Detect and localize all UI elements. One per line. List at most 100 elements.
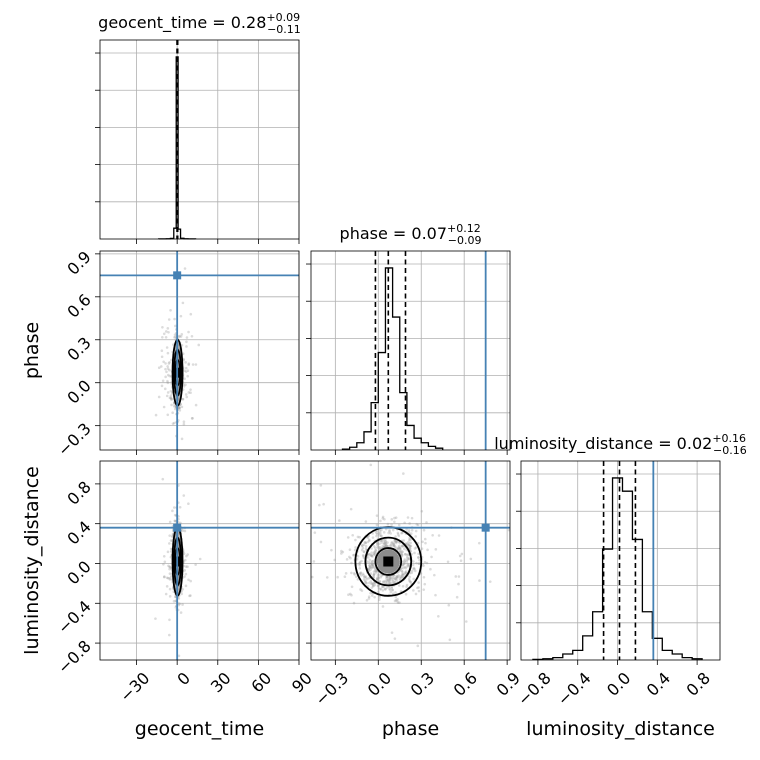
sample-point [412,560,415,563]
sample-point [388,577,392,581]
sample-point [371,560,374,563]
sample-point [385,544,388,548]
sample-point [396,575,400,578]
x-tick-label: 0 [173,668,194,689]
sample-point [408,580,412,584]
sample-point [401,584,405,588]
x-tick-label: 0.3 [407,668,438,699]
sample-point [179,335,183,338]
sample-point [426,548,429,552]
sample-point [360,544,364,548]
sample-point [351,533,355,537]
sample-point [162,555,166,558]
sample-point [375,577,379,581]
sample-point [423,560,427,564]
sample-point [183,529,187,533]
sample-point [169,389,173,393]
sample-point [369,591,372,595]
sample-point [437,534,441,537]
sample-point [370,582,373,586]
sample-point [167,633,171,637]
sample-point [370,563,374,567]
sample-point [377,577,380,580]
sample-point [177,406,181,409]
sample-point [362,578,366,581]
sample-point [416,644,420,648]
sample-point [172,405,176,408]
sample-point [422,528,426,532]
hist-title-phase: phase = 0.07+0.12 −0.09 [340,222,482,247]
sample-point [403,565,407,569]
x-tick-label: 0.6 [450,668,481,699]
sample-point [388,587,391,590]
sample-point [368,564,371,567]
sample-point [168,595,172,598]
sample-point [180,437,184,441]
sample-point [380,574,383,578]
sample-point [173,317,176,321]
sample-point [362,573,365,577]
sample-point [400,575,403,579]
sample-point [178,335,181,339]
sample-point [407,544,410,547]
sample-point [358,560,362,564]
x-tick-label: −0.8 [514,668,555,709]
sample-point [417,552,420,556]
sample-point [403,521,406,525]
contours [354,526,423,597]
sample-point [375,523,379,527]
sample-point [362,550,366,553]
sample-point [350,585,354,589]
sample-point [393,516,396,520]
sample-point [164,362,167,365]
sample-point [161,336,164,339]
sample-point [186,369,190,373]
sample-point [394,595,398,599]
density-peak [383,556,394,567]
sample-point [373,595,376,599]
sample-point [417,556,420,559]
sample-point [381,589,385,592]
title-value: geocent_time = 0.28 [98,13,266,33]
sample-point [412,566,416,570]
sample-point [165,394,169,398]
sample-point [183,558,187,562]
sample-point [350,571,353,575]
sample-point [177,396,181,400]
sample-point [166,576,170,580]
sample-point [162,360,165,364]
sample-point [389,543,393,547]
sample-point [398,601,401,604]
sample-point [403,562,406,566]
sample-point [368,565,372,569]
sample-point [409,532,413,535]
sample-point [180,405,184,409]
sample-point [348,555,351,559]
sample-point [383,545,386,549]
axes-frame [99,250,300,451]
sample-point [358,566,362,570]
sample-point [161,379,165,383]
sample-point [318,503,321,507]
y-tick-label: −0.3 [54,419,95,460]
sample-point [393,599,397,603]
sample-point [181,529,185,532]
sample-point [488,580,492,583]
sample-point [177,654,181,658]
sample-point [356,535,360,539]
sample-point [182,384,186,388]
sample-point [373,583,377,587]
sample-point [396,597,399,601]
sample-point [169,555,173,559]
sample-point [413,569,417,573]
sample-point [397,523,401,527]
sample-point [167,318,171,321]
grid [136,40,300,239]
sample-point [434,548,438,551]
sample-point [408,546,412,550]
sample-point [169,539,173,542]
x-tick-label: 60 [247,668,275,696]
sample-point [398,541,402,545]
axes-frame [310,460,511,661]
sample-point [401,531,404,535]
